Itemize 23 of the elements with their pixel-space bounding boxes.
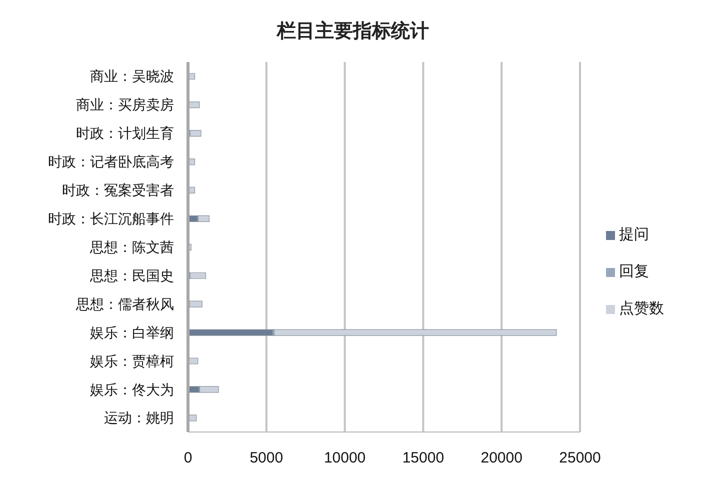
- legend-label: 提问: [619, 226, 649, 243]
- y-tick-label: 时政：记者卧底高考: [48, 154, 174, 170]
- y-tick-label: 时政：长江沉船事件: [48, 210, 174, 227]
- x-tick-label: 15000: [402, 450, 444, 467]
- y-tick-label: 商业：吴晓波: [90, 68, 174, 84]
- x-tick-label: 10000: [324, 450, 366, 467]
- y-tick-label: 娱乐：白举纲: [90, 324, 174, 340]
- x-tick-label: 25000: [559, 450, 601, 467]
- y-tick-label: 思想：民国史: [89, 267, 174, 284]
- x-tick-label: 5000: [250, 450, 284, 467]
- y-tick-label: 娱乐：贾樟柯: [90, 352, 174, 369]
- y-tick-label: 思想：陈文茜: [89, 238, 174, 255]
- y-tick-label: 时政：计划生育: [76, 125, 174, 142]
- y-tick-label: 娱乐：佟大为: [90, 381, 174, 398]
- y-tick-label: 时政：冤案受害者: [62, 182, 174, 198]
- legend-label: 点赞数: [619, 300, 664, 317]
- legend-label: 回复: [619, 263, 649, 280]
- y-tick-label: 思想：儒者秋风: [75, 296, 174, 312]
- x-tick-label: 0: [184, 450, 192, 467]
- y-tick-label: 商业：买房卖房: [76, 96, 174, 113]
- y-tick-label: 运动：姚明: [104, 410, 174, 426]
- chart-title: 栏目主要指标统计: [276, 20, 430, 44]
- x-tick-label: 20000: [480, 450, 522, 467]
